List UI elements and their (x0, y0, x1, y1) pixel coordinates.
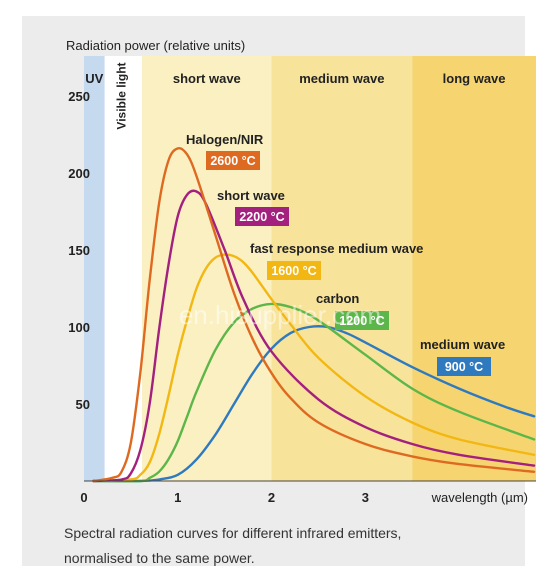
temp-badge-fast-response-medium-wave (267, 261, 321, 280)
temp-badge-text-halogen-nir: 2600 °C (210, 154, 255, 168)
figure-caption: Spectral radiation curves for different … (64, 521, 534, 571)
band-label-uv: UV (85, 71, 103, 86)
curve-layer (92, 146, 536, 483)
x-tick-label: 3 (362, 490, 369, 505)
y-tick-label: 100 (68, 320, 90, 335)
y-tick-label: 150 (68, 243, 90, 258)
curve-carbon (92, 302, 536, 483)
temp-badge-carbon (335, 311, 389, 330)
chart: UV Visible light short wave medium wave long… (62, 34, 536, 510)
y-tick-label: 50 (76, 397, 90, 412)
temp-badge-text-medium-wave: 900 °C (445, 360, 483, 374)
curve-short-wave (92, 189, 536, 483)
series-label-medium-wave: medium wave (420, 337, 505, 352)
y-tick-label: 200 (68, 166, 90, 181)
curve-medium-wave (92, 325, 536, 483)
temp-badge-text-fast-response-medium-wave: 1600 °C (271, 264, 316, 278)
y-axis-title: Radiation power (relative units) (66, 38, 245, 53)
series-label-halogen-nir: Halogen/NIR (186, 132, 264, 147)
band-label-visible-light: Visible light (114, 62, 128, 129)
x-tick-label: 2 (268, 490, 275, 505)
band-uv (84, 56, 105, 481)
y-tick-label: 250 (68, 89, 90, 104)
watermark-text: en.hisupplier.com (179, 300, 381, 330)
temp-badge-medium-wave (437, 357, 491, 376)
x-tick-label: 1 (174, 490, 181, 505)
band-label-short-wave: short wave (173, 71, 241, 86)
temp-badge-text-short-wave: 2200 °C (239, 210, 284, 224)
band-label-medium-wave: medium wave (299, 71, 384, 86)
x-axis-title: wavelength (µm) (431, 490, 528, 505)
x-tick-label: 0 (80, 490, 87, 505)
curve-halogen-nir (92, 146, 536, 483)
series-label-fast-response-medium-wave: fast response medium wave (250, 241, 423, 256)
figure-panel: UV Visible light short wave medium wave long… (22, 16, 536, 566)
temp-badge-halogen-nir (206, 151, 260, 170)
temp-badge-text-carbon: 1200 °C (339, 314, 384, 328)
caption-line-1: Spectral radiation curves for different … (64, 525, 402, 541)
series-label-short-wave: short wave (217, 188, 285, 203)
chart-svg: UV Visible light short wave medium wave long… (66, 38, 536, 505)
band-label-long-wave: long wave (443, 71, 506, 86)
text-layer: UV Visible light short wave medium wave long… (66, 38, 528, 505)
series-label-carbon: carbon (316, 291, 359, 306)
caption-line-2: normalised to the same power. (64, 550, 255, 566)
temp-badge-short-wave (235, 207, 289, 226)
